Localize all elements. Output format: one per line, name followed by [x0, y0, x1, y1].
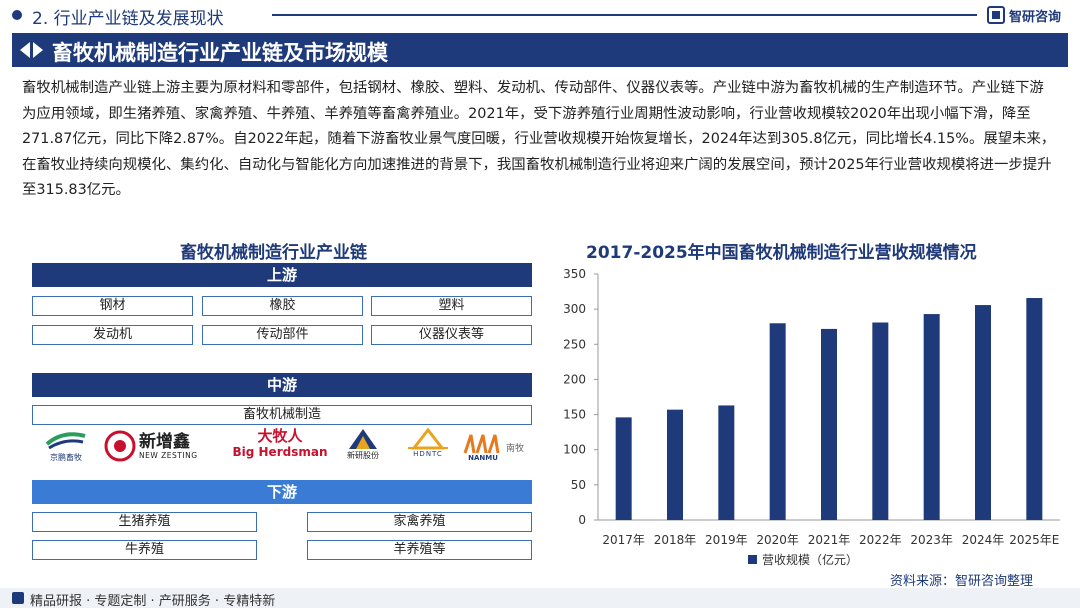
footer-icon: [12, 592, 24, 604]
x-tick-label: 2022年: [859, 533, 902, 547]
bar: [872, 322, 889, 520]
chart-title: 2017-2025年中国畜牧机械制造行业营收规模情况: [586, 243, 977, 263]
y-tick-label: 0: [578, 513, 586, 527]
bar: [718, 405, 735, 520]
logo-label: 京鹏畜牧: [50, 453, 82, 462]
x-tick-label: 2019年: [705, 533, 748, 547]
new-zesting-logo: 新增鑫 NEW ZESTING: [104, 428, 216, 464]
y-tick-label: 150: [563, 408, 586, 422]
logo-sublabel: NEW ZESTING: [139, 450, 198, 460]
hdntc-logo-icon: [408, 428, 448, 450]
xinyan-logo-icon: [349, 429, 377, 449]
banner-arrow-right-icon: [33, 42, 43, 58]
logo-sublabel: 南牧: [506, 443, 525, 454]
upstream-band: 上游: [32, 263, 532, 287]
logo-label: 新增鑫: [139, 431, 190, 452]
intro-paragraph: 畜牧机械制造产业链上游主要为原材料和零部件，包括钢材、橡胶、塑料、发动机、传动部…: [22, 80, 1056, 198]
header-divider: [272, 14, 977, 16]
x-tick-label: 2024年: [962, 533, 1005, 547]
brand-mark-icon: [987, 6, 1005, 24]
downstream-item: 羊养殖等: [307, 540, 532, 560]
bar: [667, 409, 683, 520]
logo-label: 大牧人: [257, 427, 303, 445]
new-zesting-logo-icon: [104, 430, 136, 462]
y-tick-label: 50: [571, 478, 586, 492]
x-axis-labels: 2017年 2018年 2019年 2020年 2021年 2022年 2023年 2024年…: [602, 533, 1059, 547]
y-tick-label: 100: [563, 443, 586, 457]
source-note: 资料来源：智研咨询整理: [890, 574, 1034, 589]
y-tick-label: 250: [563, 337, 586, 351]
downstream-band: 下游: [32, 480, 532, 504]
page-title: 畜牧机械制造行业产业链及市场规模: [52, 41, 388, 65]
footer-text: 精品研报 · 专题定制 · 产研服务 · 专精特新: [30, 594, 276, 609]
nanmu-logo-icon: [463, 434, 500, 454]
bar: [923, 314, 940, 520]
xinyan-logo: 新研股份: [338, 428, 388, 464]
upstream-item: 传动部件: [202, 325, 363, 345]
x-tick-label: 2017年: [602, 533, 645, 547]
legend-label: 营收规模（亿元）: [762, 552, 858, 567]
y-tick-label: 350: [563, 267, 586, 281]
x-tick-label: 2025年E: [1009, 533, 1059, 547]
logo-label: 新研股份: [347, 451, 379, 460]
brand-name: 智研咨询: [1009, 9, 1062, 25]
bar: [1026, 298, 1043, 520]
nanmu-logo: NANMU 南牧: [462, 430, 532, 464]
upstream-item: 橡胶: [202, 296, 363, 316]
x-tick-label: 2023年: [910, 533, 953, 547]
brand-logo: 智研咨询: [987, 5, 1061, 25]
downstream-item: 牛养殖: [32, 540, 257, 560]
jingpeng-logo-icon: [45, 432, 86, 450]
big-herdsman-logo: 大牧人 Big Herdsman: [230, 428, 330, 464]
bar: [769, 323, 786, 520]
jingpeng-logo: 京鹏畜牧: [36, 428, 96, 464]
upstream-item: 塑料: [371, 296, 532, 316]
x-tick-label: 2021年: [808, 533, 851, 547]
downstream-item: 生猪养殖: [32, 512, 257, 532]
logo-label: HDNTC: [413, 450, 443, 458]
midstream-band: 中游: [32, 373, 532, 397]
bar: [615, 417, 632, 520]
section-bullet-icon: [12, 10, 22, 20]
bar: [821, 328, 837, 520]
revenue-bar-chart: 0 50 100 150 200 250 300 350 2017年 2018年 2019年 202…: [563, 267, 1060, 567]
bar: [975, 305, 991, 520]
footer-bar: [0, 588, 1080, 608]
upstream-item: 发动机: [32, 325, 193, 345]
y-tick-label: 200: [563, 372, 586, 386]
x-tick-label: 2018年: [654, 533, 697, 547]
upstream-item: 钢材: [32, 296, 193, 316]
chart-legend: 营收规模（亿元）: [748, 552, 858, 567]
midstream-item: 畜牧机械制造: [32, 405, 532, 425]
section-title: 2. 行业产业链及发展现状: [32, 9, 224, 29]
downstream-item: 家禽养殖: [307, 512, 532, 532]
title-banner: [12, 33, 1068, 67]
logo-sublabel: Big Herdsman: [232, 445, 328, 459]
x-tick-label: 2020年: [756, 533, 799, 547]
logo-label: NANMU: [468, 454, 498, 462]
upstream-item: 仪器仪表等: [371, 325, 532, 345]
banner-arrow-left-icon: [20, 42, 30, 58]
chain-title: 畜牧机械制造行业产业链: [180, 243, 367, 263]
legend-swatch: [748, 555, 757, 564]
hdntc-logo: HDNTC: [400, 428, 456, 464]
bars: [615, 298, 1043, 520]
y-tick-label: 300: [563, 302, 586, 316]
